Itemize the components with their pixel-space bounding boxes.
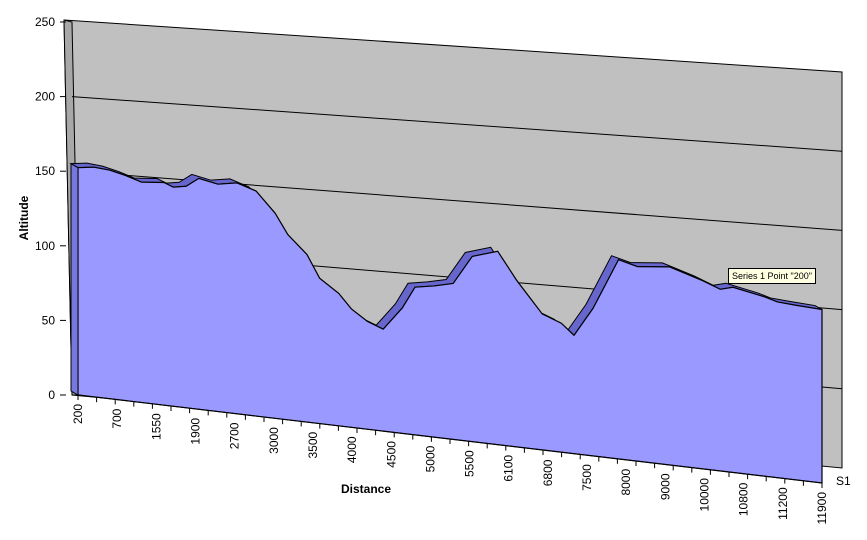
series-area-side xyxy=(70,162,79,396)
point-tooltip: Series 1 Point "200" xyxy=(728,268,816,284)
series-area-group[interactable] xyxy=(69,162,823,484)
x-tick-label: 6100 xyxy=(502,455,516,482)
x-tick-label: 4500 xyxy=(384,441,398,468)
x-tick-label: 11200 xyxy=(776,487,790,520)
x-axis: 200 700 1550 1900 2700 3000 3500 4000 4500 5000 55… xyxy=(71,394,829,525)
x-tick-label: 1900 xyxy=(188,418,202,445)
y-axis-title: Altitude xyxy=(17,195,31,240)
series-label-s1: S1 xyxy=(836,474,851,488)
x-tick-label: 7500 xyxy=(580,464,594,491)
x-tick-label: 3000 xyxy=(267,427,281,454)
x-tick-label: 200 xyxy=(71,404,85,424)
y-tick-label: 250 xyxy=(35,15,55,29)
x-tick-label: 6800 xyxy=(541,459,555,486)
x-tick-label: 1550 xyxy=(149,413,163,440)
x-tick-label: 10000 xyxy=(698,478,712,512)
x-tick-label: 700 xyxy=(110,408,124,428)
x-axis-title: Distance xyxy=(341,482,391,496)
x-tick-label: 5500 xyxy=(463,450,477,477)
y-tick-label: 0 xyxy=(48,388,55,402)
x-tick-label: 2700 xyxy=(228,422,242,449)
y-tick-label: 50 xyxy=(42,313,56,327)
x-tick-label: 9000 xyxy=(658,473,672,500)
y-tick-label: 200 xyxy=(35,90,55,104)
gridline xyxy=(71,96,843,152)
x-tick-label: 5000 xyxy=(423,445,437,472)
x-tick-label: 8000 xyxy=(619,469,633,496)
series-area-s1[interactable] xyxy=(77,166,823,484)
x-tick-label: 10800 xyxy=(737,482,751,516)
x-tick-label: 11900 xyxy=(815,492,829,525)
y-axis: 0 50 100 150 200 250 xyxy=(35,15,66,402)
x-tick-label: 3500 xyxy=(306,431,320,458)
x-tick-label: 4000 xyxy=(345,436,359,463)
y-tick-label: 150 xyxy=(35,164,55,178)
y-tick-label: 100 xyxy=(35,239,55,253)
